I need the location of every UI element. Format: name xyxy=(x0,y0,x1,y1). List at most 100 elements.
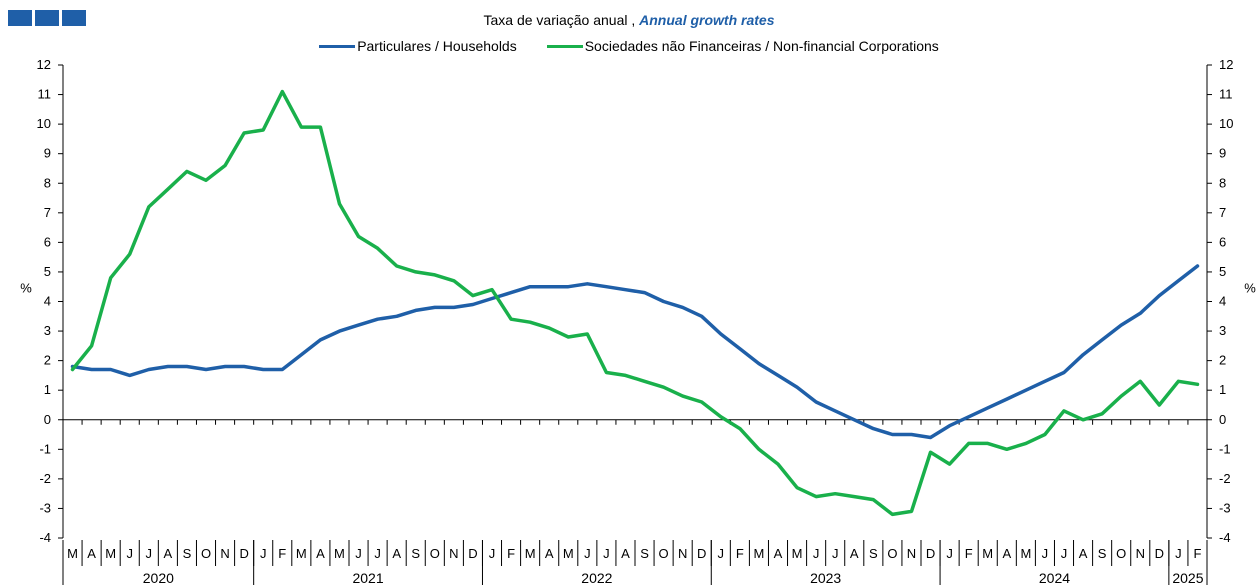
y-tick-label-right: 8 xyxy=(1219,175,1226,190)
month-label: J xyxy=(813,546,820,561)
legend-item-households: Particulares / Households xyxy=(319,38,517,54)
legend-item-corporations: Sociedades não Financeiras / Non-financi… xyxy=(546,38,939,54)
month-label: O xyxy=(430,546,440,561)
month-label: A xyxy=(392,546,401,561)
y-tick-label-left: 4 xyxy=(44,294,51,309)
y-tick-label-right: 1 xyxy=(1219,382,1226,397)
month-label: J xyxy=(603,546,610,561)
month-label: J xyxy=(146,546,153,561)
month-label: A xyxy=(87,546,96,561)
year-label: 2022 xyxy=(581,570,612,585)
y-tick-label-left: 8 xyxy=(44,175,51,190)
y-tick-label-left: 11 xyxy=(38,87,52,102)
month-label: J xyxy=(1175,546,1182,561)
month-label: A xyxy=(850,546,859,561)
month-label: N xyxy=(1136,546,1145,561)
month-label: O xyxy=(659,546,669,561)
month-label: M xyxy=(754,546,765,561)
y-tick-label-left: 3 xyxy=(44,323,51,338)
year-label: 2020 xyxy=(143,570,174,585)
month-label: A xyxy=(545,546,554,561)
year-label: 2023 xyxy=(810,570,841,585)
month-label: S xyxy=(869,546,878,561)
month-label: F xyxy=(965,546,973,561)
y-tick-label-left: 6 xyxy=(44,234,51,249)
month-label: M xyxy=(1020,546,1031,561)
legend-swatch-corporations xyxy=(546,44,583,48)
logo-block-2 xyxy=(35,10,59,26)
month-label: D xyxy=(926,546,935,561)
month-label: N xyxy=(907,546,916,561)
month-label: J xyxy=(374,546,381,561)
month-label: F xyxy=(736,546,744,561)
month-label: S xyxy=(1098,546,1107,561)
chart-title: Taxa de variação anual , Annual growth r… xyxy=(0,12,1258,28)
y-tick-label-right: 6 xyxy=(1219,234,1226,249)
y-tick-label-left: 7 xyxy=(44,205,51,220)
y-tick-label-left: 5 xyxy=(44,264,51,279)
chart-title-pt: Taxa de variação anual , xyxy=(483,12,636,28)
month-label: S xyxy=(183,546,192,561)
y-tick-label-right: 12 xyxy=(1219,57,1233,72)
month-label: D xyxy=(468,546,477,561)
y-tick-label-left: 2 xyxy=(44,353,51,368)
month-label: O xyxy=(201,546,211,561)
month-label: J xyxy=(260,546,267,561)
y-tick-label-right: -3 xyxy=(1219,500,1231,515)
month-label: J xyxy=(126,546,133,561)
y-tick-label-right: 7 xyxy=(1219,205,1226,220)
y-tick-label-left: 9 xyxy=(44,146,51,161)
year-label: 2025 xyxy=(1172,570,1203,585)
month-label: D xyxy=(239,546,248,561)
y-tick-label-right: 3 xyxy=(1219,323,1226,338)
month-label: A xyxy=(621,546,630,561)
y-axis-label-right: % xyxy=(1244,281,1256,296)
month-label: A xyxy=(1079,546,1088,561)
y-tick-label-left: -3 xyxy=(39,500,51,515)
month-label: F xyxy=(507,546,515,561)
month-label: J xyxy=(1061,546,1068,561)
logo-block-3 xyxy=(62,10,86,26)
year-label: 2021 xyxy=(352,570,383,585)
month-label: S xyxy=(640,546,649,561)
chart-title-en: Annual growth rates xyxy=(639,12,775,28)
month-label: A xyxy=(774,546,783,561)
month-label: O xyxy=(1116,546,1126,561)
y-tick-label-right: 4 xyxy=(1219,294,1226,309)
month-label: M xyxy=(563,546,574,561)
series-line-households xyxy=(70,264,1200,440)
legend-swatch-households xyxy=(319,44,356,48)
y-tick-label-left: 0 xyxy=(44,412,51,427)
month-label: J xyxy=(584,546,591,561)
month-label: D xyxy=(1155,546,1164,561)
year-label: 2024 xyxy=(1039,570,1070,585)
month-label: M xyxy=(334,546,345,561)
y-tick-label-right: 10 xyxy=(1219,116,1233,131)
y-tick-label-right: 9 xyxy=(1219,146,1226,161)
y-tick-label-left: 10 xyxy=(37,116,51,131)
month-label: J xyxy=(718,546,725,561)
month-label: J xyxy=(355,546,362,561)
month-label: F xyxy=(1193,546,1201,561)
month-label: D xyxy=(697,546,706,561)
month-label: M xyxy=(525,546,536,561)
y-tick-label-right: -1 xyxy=(1219,441,1231,456)
month-label: A xyxy=(164,546,173,561)
y-tick-label-right: -2 xyxy=(1219,471,1231,486)
y-tick-label-left: -4 xyxy=(39,530,51,545)
month-label: A xyxy=(316,546,325,561)
legend: Particulares / Households Sociedades não… xyxy=(0,38,1258,54)
logo-block-1 xyxy=(8,10,32,26)
y-tick-label-right: 2 xyxy=(1219,353,1226,368)
month-label: J xyxy=(832,546,839,561)
month-label: A xyxy=(1002,546,1011,561)
month-label: M xyxy=(105,546,116,561)
month-label: M xyxy=(792,546,803,561)
y-tick-label-left: 1 xyxy=(44,382,51,397)
month-label: J xyxy=(946,546,953,561)
y-tick-label-left: 12 xyxy=(37,57,51,72)
legend-label-corporations: Sociedades não Financeiras / Non-financi… xyxy=(584,38,939,54)
month-label: M xyxy=(67,546,78,561)
y-axis-label-left: % xyxy=(20,281,32,296)
